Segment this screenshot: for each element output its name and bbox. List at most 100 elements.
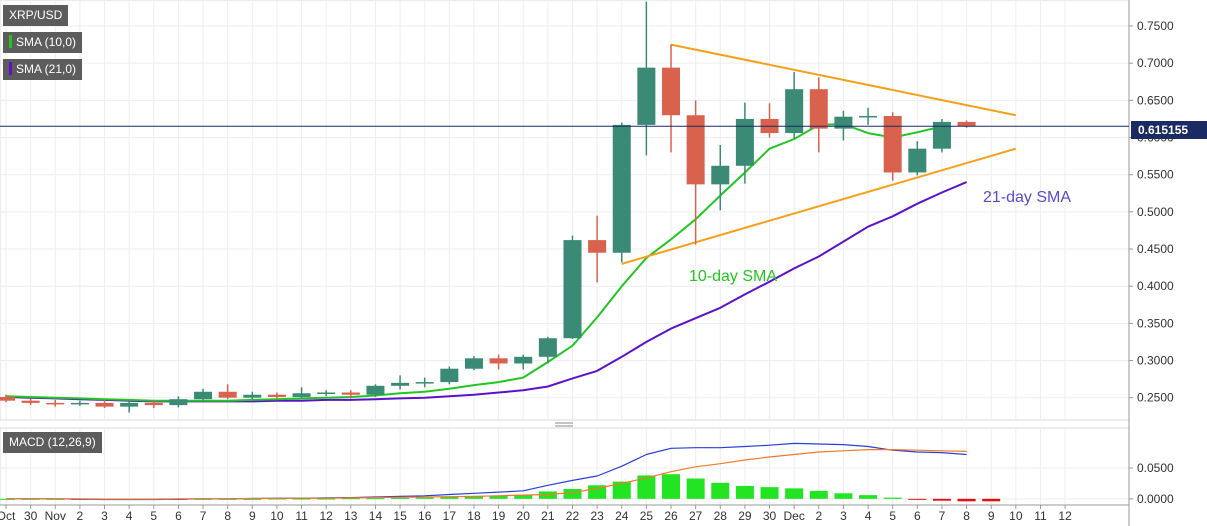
- macd-histogram-bar: [440, 496, 459, 499]
- chart-axes: 0.2500 0.3000 0.3500 0.4000 0.4500 0.5000 0.55…: [0, 0, 1174, 526]
- symbol-legend[interactable]: XRP/USD: [3, 5, 69, 26]
- indicator-lines: [5, 43, 1017, 501]
- macd-histogram-bar: [341, 498, 360, 500]
- candle-body: [662, 67, 681, 116]
- macd-tick-label: 0.0500: [1137, 461, 1174, 475]
- macd-tick-label: 0.0000: [1137, 492, 1174, 506]
- candle-body: [169, 399, 188, 406]
- macd-histogram-bar: [292, 498, 311, 500]
- price-tick-label: 0.4500: [1137, 242, 1174, 256]
- time-tick-label: 20: [517, 509, 531, 523]
- candlestick-series: [0, 1, 976, 413]
- macd-histogram-bar: [957, 498, 976, 502]
- candle-body: [883, 115, 902, 173]
- macd-histogram-bar: [711, 482, 730, 499]
- time-tick-label: 2: [815, 509, 822, 523]
- candle-body: [366, 385, 385, 395]
- time-tick-label: 14: [369, 509, 383, 523]
- candle-body: [563, 240, 582, 339]
- candle-body: [957, 121, 976, 127]
- time-tick-label: Oct: [0, 509, 16, 523]
- time-tick-label: 9: [988, 509, 995, 523]
- macd-histogram-bar: [834, 493, 853, 499]
- time-tick-label: 13: [344, 509, 358, 523]
- candle-body: [292, 393, 311, 397]
- macd-histogram-bar: [391, 497, 410, 499]
- candle-body: [785, 89, 804, 134]
- sma10-line: [5, 123, 943, 402]
- time-tick-label: 7: [939, 509, 946, 523]
- pane-divider-handle[interactable]: [555, 422, 573, 427]
- symbol-label: XRP/USD: [9, 8, 63, 22]
- time-tick-label: Dec: [783, 509, 804, 523]
- time-tick-label: 2: [77, 509, 84, 523]
- candle-body: [588, 240, 607, 253]
- time-tick-label: 3: [840, 509, 847, 523]
- time-tick-label: 5: [889, 509, 896, 523]
- time-tick-label: 19: [492, 509, 506, 523]
- time-tick-label: 27: [689, 509, 703, 523]
- time-tick-label: 11: [1034, 509, 1047, 523]
- candle-body: [46, 402, 65, 405]
- macd-histogram-bar: [464, 496, 483, 499]
- candle-body: [120, 402, 139, 407]
- time-tick-label: 10: [1009, 509, 1023, 523]
- macd-histogram-bar: [514, 494, 533, 499]
- time-tick-label: 6: [914, 509, 921, 523]
- price-tick-label: 0.4000: [1137, 279, 1174, 293]
- time-tick-label: 5: [150, 509, 157, 523]
- candle-body: [932, 121, 951, 149]
- macd-histogram-bar: [366, 498, 385, 500]
- candle-body: [391, 382, 410, 386]
- time-tick-label: 11: [295, 509, 308, 523]
- price-tick-label: 0.2500: [1137, 391, 1174, 405]
- candle-body: [686, 115, 705, 185]
- sma21-legend[interactable]: SMA (21,0): [3, 59, 83, 80]
- sma10-annotation: 10-day SMA: [689, 268, 777, 285]
- time-tick-label: 8: [963, 509, 970, 523]
- time-tick-label: 24: [615, 509, 629, 523]
- sma10-legend[interactable]: SMA (10,0): [3, 32, 83, 53]
- sma21-legend-label: SMA (21,0): [16, 62, 77, 76]
- candle-body: [834, 116, 853, 129]
- time-tick-label: 30: [763, 509, 777, 523]
- time-tick-label: 21: [541, 509, 555, 523]
- time-tick-label: 8: [224, 509, 231, 523]
- time-tick-label: 7: [200, 509, 207, 523]
- macd-histogram-bar: [735, 485, 754, 499]
- candle-body: [514, 356, 533, 364]
- candle-body: [711, 165, 730, 185]
- time-tick-label: 25: [640, 509, 654, 523]
- last-price-tag: 0.615155: [1131, 121, 1207, 139]
- macd-histogram: [0, 474, 1001, 502]
- time-tick-label: 17: [443, 509, 457, 523]
- time-tick-label: 12: [320, 509, 334, 523]
- candle-body: [317, 392, 336, 394]
- time-tick-label: 23: [590, 509, 604, 523]
- macd-histogram-bar: [785, 488, 804, 499]
- candle-body: [637, 67, 656, 125]
- candle-body: [243, 394, 262, 398]
- macd-legend[interactable]: MACD (12,26,9): [3, 432, 102, 453]
- candle-body: [415, 382, 434, 384]
- candle-body: [908, 148, 927, 173]
- macd-histogram-bar: [859, 495, 878, 499]
- price-tick-label: 0.7500: [1137, 19, 1174, 33]
- time-tick-label: 6: [175, 509, 182, 523]
- candle-body: [489, 358, 508, 364]
- candle-body: [144, 402, 163, 406]
- macd-legend-label: MACD (12,26,9): [9, 435, 96, 449]
- sma10-swatch-icon: [9, 35, 12, 48]
- time-tick-label: 15: [393, 509, 407, 523]
- time-tick-label: 18: [467, 509, 481, 523]
- macd-histogram-bar: [317, 498, 336, 500]
- time-tick-label: 29: [738, 509, 752, 523]
- sma21-annotation: 21-day SMA: [983, 189, 1071, 206]
- price-tick-label: 0.3000: [1137, 354, 1174, 368]
- macd-histogram-bar: [686, 478, 705, 499]
- time-tick-label: 10: [270, 509, 284, 523]
- candle-body: [538, 338, 557, 357]
- candle-body: [809, 89, 828, 129]
- macd-histogram-bar: [612, 481, 631, 499]
